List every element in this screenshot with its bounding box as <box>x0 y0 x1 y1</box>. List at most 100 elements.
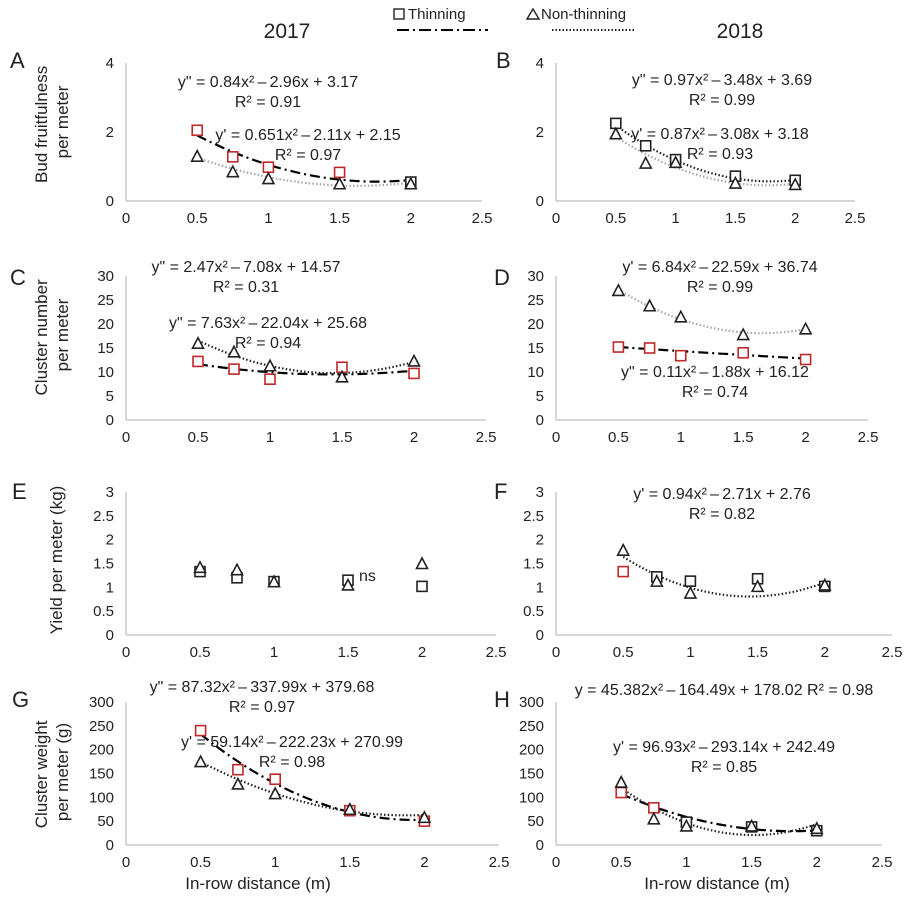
y-tick-label: 10 <box>97 364 114 381</box>
y-tick-label: 1 <box>106 579 114 596</box>
x-tick-label: 2.5 <box>476 429 497 446</box>
non-thinning-point <box>193 560 207 574</box>
legend-nonthinning-marker <box>525 7 541 20</box>
y-tick-label: 4 <box>536 55 544 72</box>
non-thinning-point <box>616 542 631 556</box>
thinning-point <box>643 342 656 354</box>
r-squared: R² = 0.97 <box>229 699 295 716</box>
y-tick-label: 5 <box>106 388 114 405</box>
thinning-point <box>737 346 750 359</box>
y-tick-label: 2 <box>106 124 114 141</box>
non-thinning-point <box>231 776 245 790</box>
thinning-point <box>617 565 630 578</box>
non-thinning-point <box>230 562 244 576</box>
thinning-point <box>684 575 697 587</box>
non-thinning-point <box>638 155 653 169</box>
non-thinning-point <box>788 177 803 191</box>
significance-annotation: ns <box>359 568 376 585</box>
x-tick-label: 1.5 <box>747 644 768 661</box>
x-tick-label: 2.5 <box>486 644 507 661</box>
non-thinning-point <box>744 818 759 832</box>
y-tick-label: 2 <box>536 532 544 549</box>
non-thinning-point <box>750 579 765 593</box>
r-squared: R² = 0.93 <box>687 146 753 163</box>
x-tick-label: 0.5 <box>608 429 629 446</box>
r-squared: R² = 0.97 <box>275 147 341 164</box>
x-tick-label: 2 <box>801 429 809 446</box>
y-tick-label: 25 <box>97 292 114 309</box>
thinning-point <box>674 349 687 362</box>
y-tick-label: 15 <box>527 340 544 357</box>
regression-equation: y' = 96.93x² – 293.14x + 242.49 <box>613 739 835 756</box>
x-tick-label: 1.5 <box>733 429 754 446</box>
x-tick-label: 1.5 <box>332 429 353 446</box>
y-tick-label: 30 <box>97 268 114 285</box>
non-thinning-point <box>614 774 629 788</box>
x-tick-label: 1 <box>270 644 278 661</box>
x-tick-label: 1 <box>264 210 272 227</box>
thinning-trendline <box>197 363 415 376</box>
non-thinning-point <box>809 821 824 835</box>
panel-g: G 0 0.5 1 1.5 2 2.5 0 50 100 150 200 250 300 y" = 87.3… <box>12 679 509 871</box>
x-tick-label: 0.5 <box>188 429 209 446</box>
regression-equation: y" = 0.11x² – 1.88x + 16.12 <box>621 364 809 381</box>
r-squared: R² = 0.31 <box>213 279 279 296</box>
chart-panels: A 0 0.5 1 1.5 2 2.5 0 2 4 y" = 0.84x² – 2.96x + 3.… <box>10 48 902 871</box>
non-thinning-point <box>267 574 281 588</box>
r-squared: R² = 0.94 <box>235 335 301 352</box>
non-thinning-point <box>679 818 694 832</box>
regression-equation: y' = 0.87x² – 3.08x + 3.18 <box>631 126 809 143</box>
non-thinning-point <box>193 754 208 768</box>
panel-letter: D <box>494 265 510 290</box>
thinning-point <box>262 161 275 173</box>
non-thinning-point <box>728 175 743 189</box>
non-thinning-point <box>268 786 283 800</box>
year-2017-label: 2017 <box>264 20 311 43</box>
non-thinning-point <box>225 164 240 178</box>
non-thinning-point <box>190 148 205 162</box>
non-thinning-trendline <box>197 339 415 375</box>
non-thinning-point <box>608 126 623 140</box>
thinning-point <box>191 124 203 137</box>
thinning-trendline <box>615 124 796 183</box>
non-thinning-point <box>263 358 277 372</box>
thinning-point <box>333 166 346 179</box>
y-tick-label: 300 <box>89 694 114 711</box>
panel-letter: A <box>10 48 25 73</box>
thinning-point <box>639 140 652 152</box>
y-tick-label: 250 <box>89 718 114 735</box>
x-tick-label: 1 <box>266 429 274 446</box>
y-tick-label: 1 <box>536 579 544 596</box>
panel-letter: F <box>494 479 507 504</box>
x-tick-label: 0.5 <box>605 210 626 227</box>
x-tick-label: 1 <box>671 210 679 227</box>
x-tick-label: 2 <box>791 210 799 227</box>
y-tick-label: 0 <box>106 627 114 644</box>
ylabel-bud-fruitfulness: Bud fruitfulness per meter <box>32 61 72 183</box>
x-tick-label: 2.5 <box>872 854 893 871</box>
thinning-point <box>269 773 282 786</box>
non-thinning-point <box>191 335 205 350</box>
x-tick-label: 2 <box>418 644 426 661</box>
y-tick-label: 0 <box>106 193 114 210</box>
y-tick-label: 2 <box>536 124 544 141</box>
y-tick-label: 0 <box>106 412 114 429</box>
non-thinning-point <box>649 573 664 587</box>
x-tick-label: 2.5 <box>489 854 510 871</box>
x-tick-label: 2.5 <box>882 644 903 661</box>
non-thinning-point <box>673 309 688 323</box>
y-tick-label: 200 <box>519 742 544 759</box>
r-squared: R² = 0.99 <box>689 92 755 109</box>
x-tick-label: 2 <box>410 429 418 446</box>
y-tick-label: 300 <box>519 694 544 711</box>
ylabel-yield: Yield per meter (kg) <box>47 486 66 635</box>
y-tick-label: 2.5 <box>523 508 544 525</box>
r-squared: R² = 0.91 <box>235 94 301 111</box>
y-tick-label: 2 <box>106 532 114 549</box>
non-thinning-point <box>415 556 429 570</box>
regression-equation: y" = 7.63x² – 22.04x + 25.68 <box>169 315 367 332</box>
x-tick-label: 0 <box>122 854 130 871</box>
regression-equation: y' = 6.84x² – 22.59x + 36.74 <box>622 259 817 276</box>
thinning-point <box>408 367 420 380</box>
